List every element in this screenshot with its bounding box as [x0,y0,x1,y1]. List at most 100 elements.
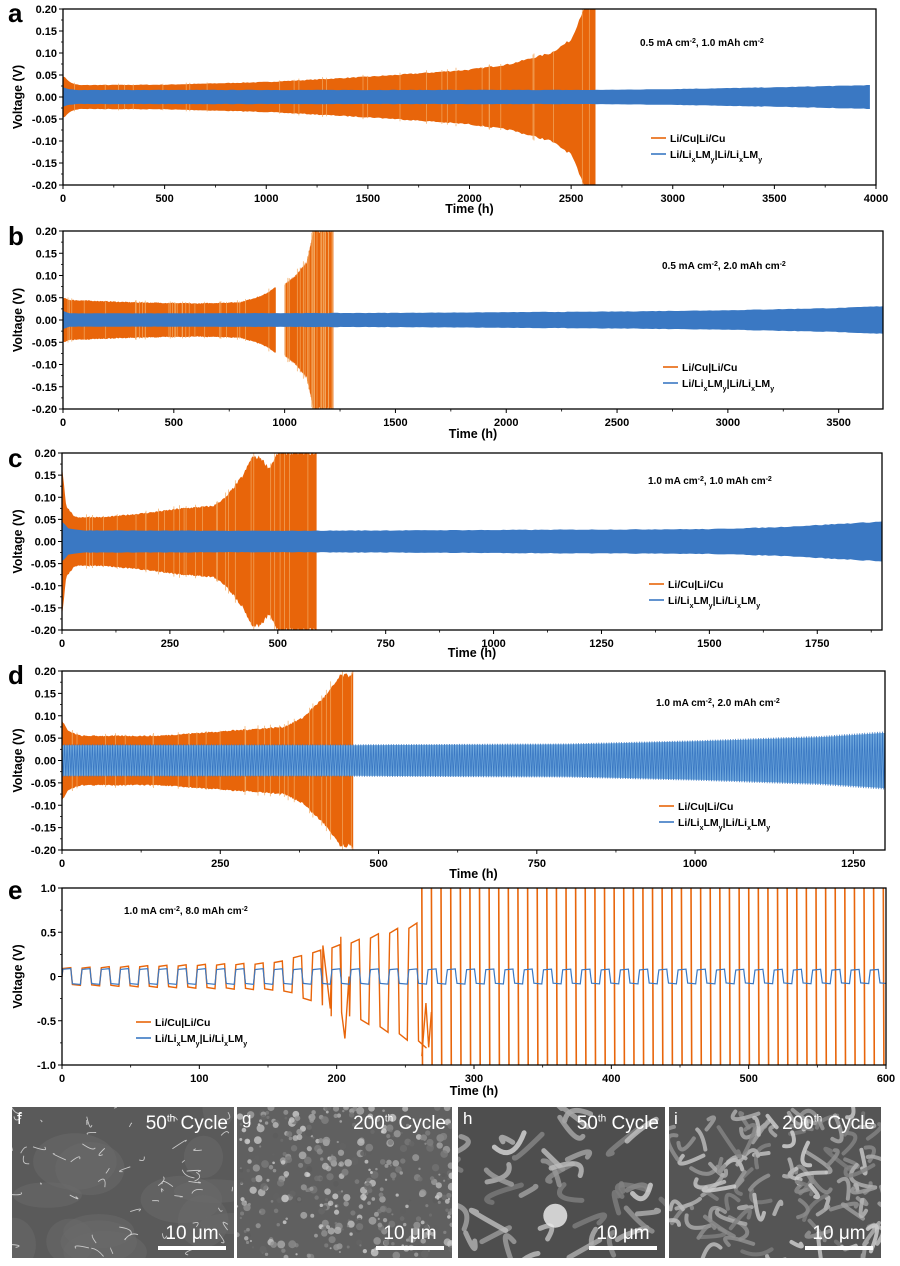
x-axis-label: Time (h) [448,646,496,660]
series-line-li-lixlmy [62,967,886,986]
x-tick-label: 200 [327,1073,345,1085]
y-tick-label: 0.10 [35,492,56,504]
y-tick-label: 0.15 [35,470,56,482]
y-tick-label: 0.20 [35,448,56,460]
charts-figure: 0.20 0.15 0.10 0.05 0.00 -0.05 -0.10 -0.15 -0.20… [8,0,895,1098]
y-axis-label: Voltage (V) [11,65,25,129]
plot-area [63,231,883,409]
sem-image-row: f 50th Cycle 10 μm g 200th Cycle 10 μm h… [12,1107,888,1258]
sem-texture [458,1107,665,1258]
panel-letter: b [8,221,24,251]
legend-label-li-lixlmy: Li/LixLMy|Li/LixLMy [678,817,770,832]
y-tick-label: -0.20 [32,180,57,192]
legend-label-li-cu: Li/Cu|Li/Cu [668,579,723,591]
legend: Li/Cu|Li/Cu Li/LixLMy|Li/LixLMy [659,801,770,832]
y-tick-label: 0.10 [36,271,57,283]
x-tick-label: 1250 [589,638,613,650]
x-tick-label: 2500 [605,417,629,429]
sem-texture [669,1107,881,1258]
y-axis-label: Voltage (V) [11,944,25,1008]
x-axis-label: Time (h) [449,427,497,441]
scale-bar-label: 10 μm [165,1223,219,1244]
x-tick-label: 3000 [661,193,685,205]
x-axis-label: Time (h) [449,867,497,881]
series-line-li-cu-failure [421,888,885,1065]
x-tick-label: 0 [59,638,65,650]
x-tick-label: 3000 [716,417,740,429]
sem-cycle-label: 50th Cycle [145,1113,228,1134]
x-tick-label: 2500 [559,193,583,205]
scale-bar-label: 10 μm [812,1223,866,1244]
sem-image-g: g 200th Cycle 10 μm [237,1107,452,1258]
sem-panel-letter: i [674,1109,678,1128]
y-tick-label: -0.10 [32,136,57,148]
legend-label-li-cu: Li/Cu|Li/Cu [670,133,725,145]
x-tick-label: 1500 [356,193,380,205]
x-tick-label: 3500 [762,193,786,205]
y-tick-label: 0 [50,972,56,984]
x-tick-label: 250 [211,858,229,870]
y-tick-label: 0.10 [35,711,56,723]
y-tick-label: 0.15 [36,248,57,260]
y-tick-label: 0.00 [35,756,56,768]
legend-label-li-cu: Li/Cu|Li/Cu [678,801,733,813]
y-tick-label: -0.05 [31,559,56,571]
x-tick-label: 500 [165,417,183,429]
panel-letter: e [8,875,22,905]
scale-bar-label: 10 μm [383,1223,437,1244]
y-tick-label: 0.05 [35,733,56,745]
x-tick-label: 0 [59,858,65,870]
y-tick-label: 0.5 [41,927,56,939]
scale-bar: 10 μm [376,1223,444,1250]
plot-area [62,671,885,850]
x-tick-label: 1250 [841,858,865,870]
series-area-li-lixlmy [63,85,870,109]
legend-label-li-lixlmy: Li/LixLMy|Li/LixLMy [682,378,774,393]
x-tick-label: 1000 [272,417,296,429]
x-tick-label: 2000 [494,417,518,429]
sem-image-f: f 50th Cycle 10 μm [12,1107,234,1258]
y-tick-label: -0.15 [31,823,56,835]
y-axis-label: Voltage (V) [11,288,25,352]
series-line-li-lixlmy [62,731,885,790]
legend-label-li-lixlmy: Li/LixLMy|Li/LixLMy [668,595,760,610]
panel-letter: c [8,443,22,473]
condition-label: 0.5 mA cm-2, 1.0 mAh cm-2 [640,38,764,50]
y-tick-label: 0.00 [36,315,57,327]
x-axis-label: Time (h) [450,1084,498,1098]
condition-label: 0.5 mA cm-2, 2.0 mAh cm-2 [662,261,786,273]
legend-label-li-cu: Li/Cu|Li/Cu [682,362,737,374]
condition-label: 1.0 mA cm-2, 1.0 mAh cm-2 [648,476,772,488]
panel-letter: a [8,0,23,28]
legend-label-li-lixlmy: Li/LixLMy|Li/LixLMy [670,149,762,164]
y-tick-label: 0.00 [36,92,57,104]
scale-bar-label: 10 μm [596,1223,650,1244]
series-area-li-lixlmy [62,521,882,562]
y-tick-label: -0.10 [31,581,56,593]
y-tick-label: 0.15 [36,26,57,38]
legend: Li/Cu|Li/Cu Li/LixLMy|Li/LixLMy [651,133,762,164]
y-tick-label: -1.0 [37,1060,56,1072]
sem-panel-letter: f [17,1109,22,1128]
scale-bar: 10 μm [158,1223,226,1250]
x-tick-label: 0 [60,193,66,205]
y-tick-label: -0.15 [32,158,57,170]
y-tick-label: 0.05 [35,514,56,526]
y-tick-label: -0.20 [32,404,57,416]
chart-panel-b: 0.20 0.15 0.10 0.05 0.00 -0.05 -0.10 -0.15 -0.20… [8,221,884,441]
y-tick-label: -0.15 [31,603,56,615]
condition-label: 1.0 mA cm-2, 8.0 mAh cm-2 [124,906,248,918]
sem-panel-letter: h [463,1109,473,1128]
x-tick-label: 300 [465,1073,483,1085]
y-tick-label: -0.10 [32,360,57,372]
scale-bar: 10 μm [805,1223,873,1250]
x-tick-label: 1000 [683,858,707,870]
x-tick-label: 750 [528,858,546,870]
y-tick-label: 0.10 [36,48,57,60]
chart-panel-c: 0.20 0.15 0.10 0.05 0.00 -0.05 -0.10 -0.15 -0.20… [8,443,883,660]
y-tick-label: 0.05 [36,70,57,82]
legend: Li/Cu|Li/Cu Li/LixLMy|Li/LixLMy [649,579,760,610]
x-tick-label: 500 [155,193,173,205]
x-tick-label: 1750 [805,638,829,650]
